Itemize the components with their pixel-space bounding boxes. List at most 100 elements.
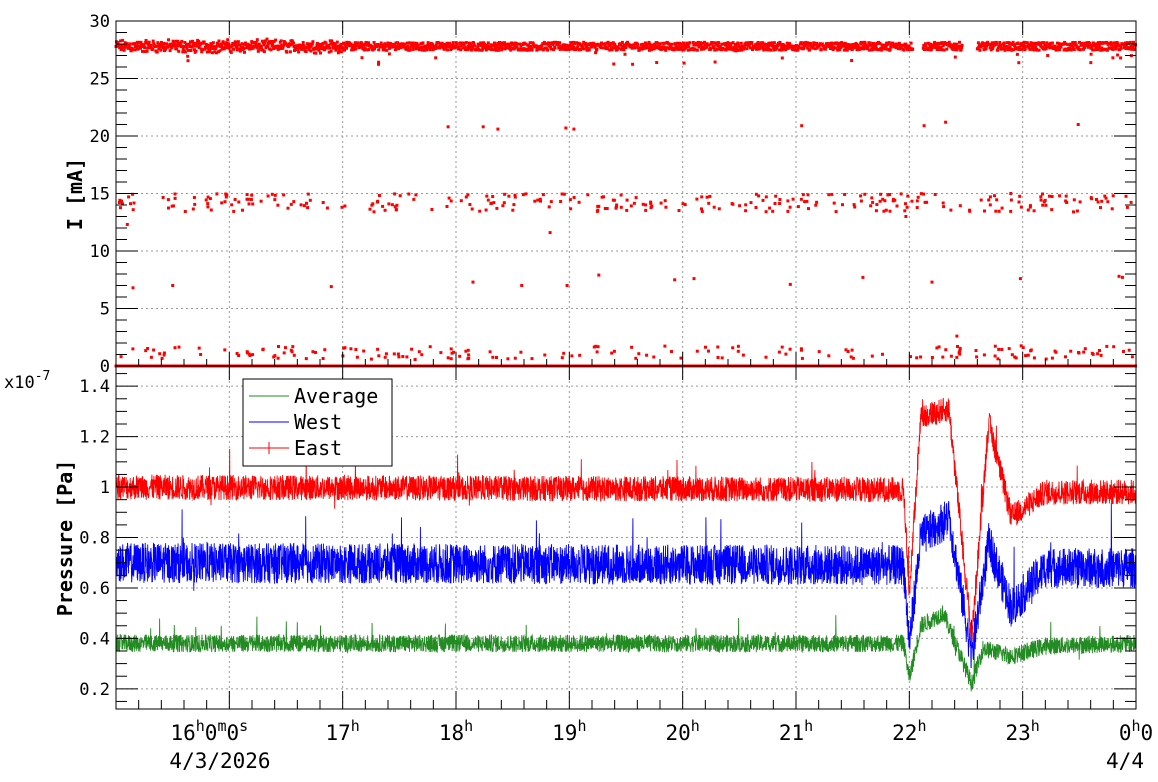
current-point bbox=[677, 43, 681, 47]
current-point bbox=[1069, 349, 1073, 353]
current-point bbox=[685, 41, 689, 45]
current-point bbox=[983, 43, 986, 47]
current-point bbox=[478, 209, 482, 213]
current-outlier-point bbox=[944, 120, 948, 124]
current-point bbox=[859, 194, 863, 198]
current-point bbox=[737, 48, 741, 52]
current-point bbox=[205, 50, 209, 54]
current-point bbox=[262, 43, 266, 47]
current-point bbox=[200, 50, 204, 54]
current-point bbox=[330, 39, 334, 43]
current-point bbox=[185, 46, 189, 50]
current-point bbox=[262, 50, 266, 54]
current-point bbox=[915, 206, 919, 209]
current-point bbox=[1116, 42, 1120, 46]
current-point bbox=[664, 48, 668, 52]
current-point bbox=[1065, 201, 1069, 204]
current-point bbox=[575, 41, 578, 45]
current-point bbox=[131, 47, 135, 51]
current-point bbox=[576, 45, 580, 49]
current-point bbox=[606, 47, 610, 51]
current-point bbox=[702, 45, 705, 49]
current-point bbox=[1119, 46, 1123, 50]
current-point bbox=[1127, 348, 1131, 352]
current-point bbox=[817, 350, 821, 354]
hour-tick-superscript: h bbox=[351, 717, 360, 735]
current-point bbox=[385, 44, 389, 48]
current-point bbox=[942, 48, 946, 52]
start-date-label: 4/3/2026 bbox=[169, 749, 270, 773]
current-point bbox=[241, 45, 245, 49]
current-point bbox=[1116, 53, 1120, 57]
current-point bbox=[753, 44, 757, 48]
current-point bbox=[700, 210, 704, 213]
current-point bbox=[284, 42, 288, 46]
current-point bbox=[899, 192, 903, 196]
current-point bbox=[392, 352, 396, 356]
hour-tick-superscript: m bbox=[217, 717, 226, 735]
current-point bbox=[305, 201, 308, 205]
current-point bbox=[1119, 56, 1123, 60]
current-point bbox=[501, 46, 505, 50]
current-point bbox=[1128, 47, 1132, 51]
current-point bbox=[664, 205, 668, 209]
current-point bbox=[233, 40, 237, 44]
current-point bbox=[377, 48, 381, 52]
current-point bbox=[156, 41, 160, 45]
hour-tick-text: 23 bbox=[1006, 721, 1031, 745]
hour-tick-label: 16h0m0s bbox=[170, 717, 248, 745]
current-point bbox=[919, 192, 923, 196]
current-point bbox=[770, 41, 774, 45]
current-point bbox=[527, 46, 531, 49]
current-point bbox=[403, 42, 407, 46]
current-point bbox=[193, 48, 196, 52]
current-point bbox=[731, 346, 735, 350]
current-point bbox=[308, 198, 312, 202]
current-point bbox=[874, 209, 878, 213]
current-point bbox=[449, 347, 453, 351]
current-point bbox=[243, 50, 246, 54]
current-point bbox=[865, 47, 869, 51]
current-point bbox=[489, 202, 493, 205]
current-point bbox=[186, 54, 190, 58]
current-point bbox=[843, 48, 847, 52]
current-point bbox=[351, 46, 355, 50]
current-point bbox=[670, 42, 674, 46]
current-point bbox=[768, 206, 772, 210]
current-point bbox=[923, 200, 927, 204]
current-point bbox=[206, 46, 210, 50]
current-point bbox=[1097, 44, 1101, 48]
current-point bbox=[807, 41, 811, 45]
current-outlier-point bbox=[131, 286, 135, 290]
current-point bbox=[932, 45, 935, 49]
current-point bbox=[761, 41, 765, 45]
current-point bbox=[328, 46, 332, 50]
current-point bbox=[687, 45, 691, 49]
current-point bbox=[120, 43, 124, 47]
current-point bbox=[1019, 44, 1023, 47]
current-point bbox=[187, 43, 191, 47]
current-point bbox=[740, 48, 744, 52]
current-point bbox=[220, 47, 224, 51]
current-point bbox=[679, 356, 683, 360]
current-point bbox=[173, 346, 177, 350]
current-point bbox=[984, 47, 988, 51]
current-outlier-point bbox=[171, 284, 175, 287]
current-point bbox=[306, 206, 310, 210]
current-point bbox=[830, 192, 834, 196]
current-point bbox=[1129, 200, 1133, 204]
current-point bbox=[282, 193, 286, 197]
current-point bbox=[206, 43, 210, 47]
current-point bbox=[869, 43, 873, 47]
current-point bbox=[1123, 41, 1127, 45]
current-point bbox=[294, 45, 298, 49]
current-point bbox=[1002, 44, 1006, 48]
pressure-y-tick-label: 1.4 bbox=[79, 377, 110, 397]
current-point bbox=[549, 200, 553, 204]
current-point bbox=[143, 46, 147, 49]
current-point bbox=[304, 357, 308, 361]
current-point bbox=[1018, 194, 1022, 198]
current-point bbox=[168, 49, 172, 53]
current-outlier-point bbox=[930, 280, 934, 284]
